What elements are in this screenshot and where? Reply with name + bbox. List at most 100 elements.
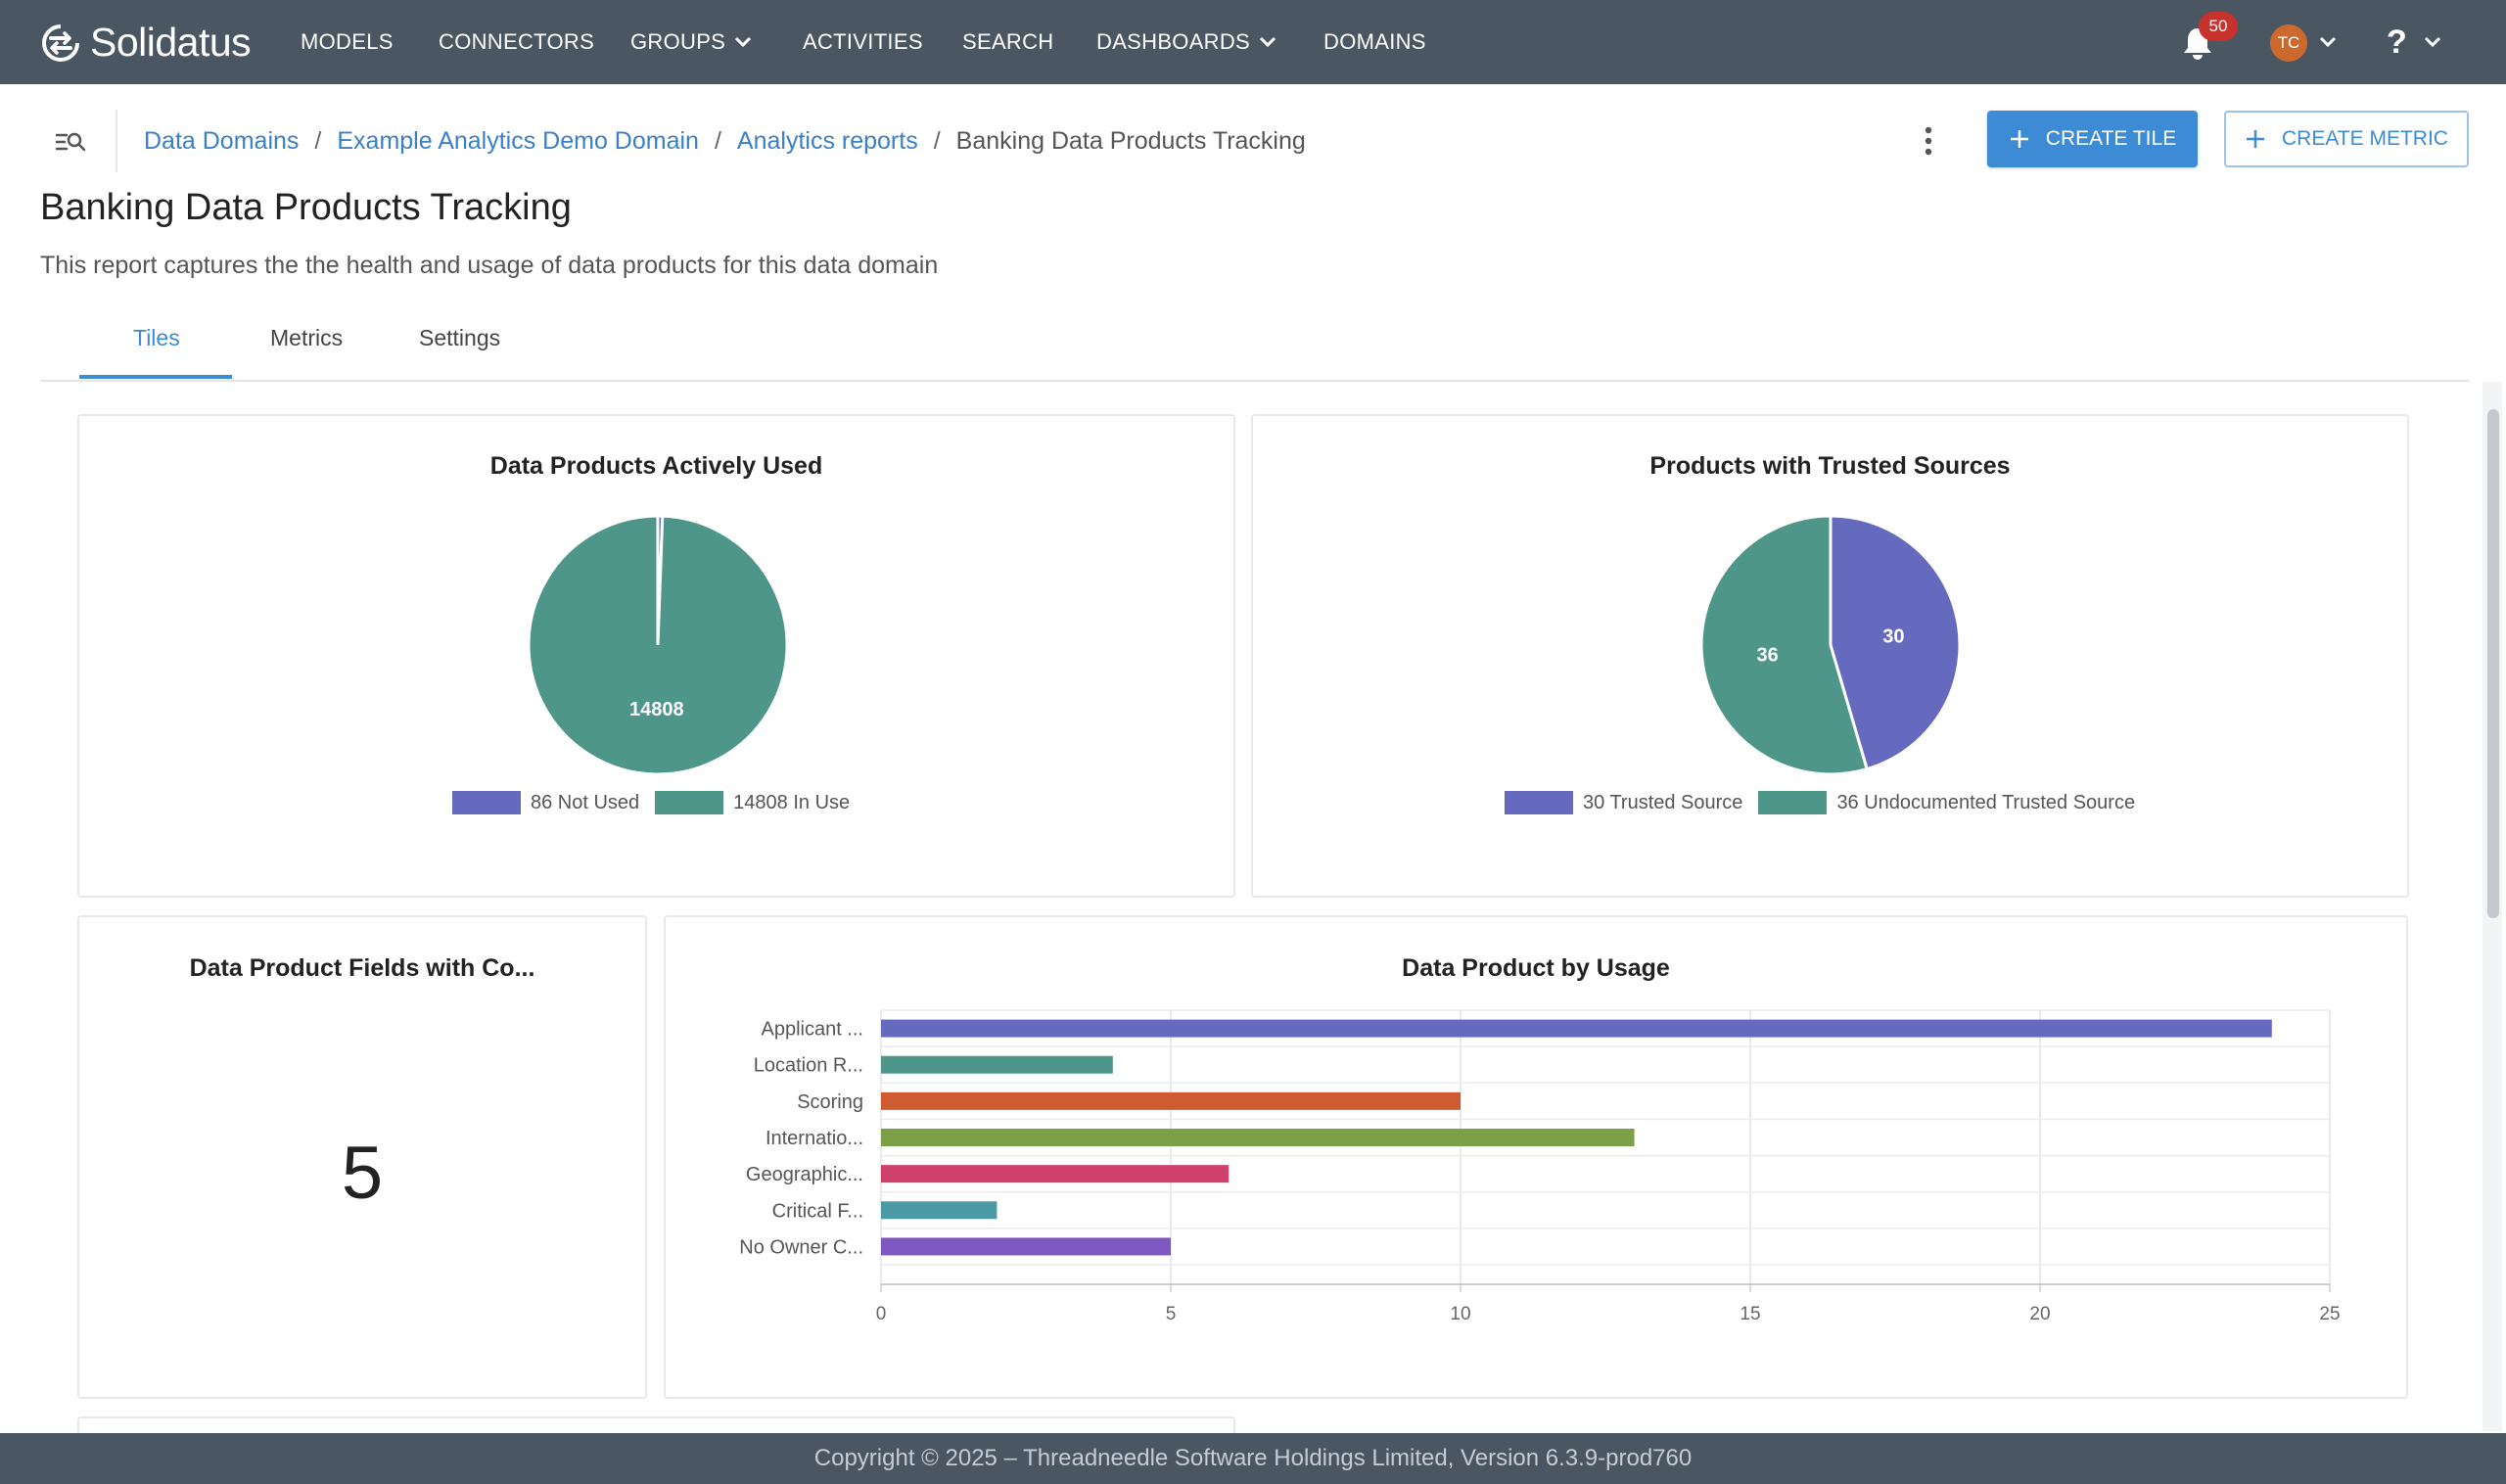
nav-label: CONNECTORS	[439, 29, 595, 54]
pie-slice-in-use[interactable]	[527, 514, 789, 776]
breadcrumb-data-domains[interactable]: Data Domains	[144, 127, 300, 155]
breadcrumb-domain[interactable]: Example Analytics Demo Domain	[337, 127, 699, 155]
breadcrumb-current: Banking Data Products Tracking	[955, 127, 1306, 155]
top-navigation-bar: Solidatus MODELS CONNECTORS GROUPS ACTIV…	[0, 0, 2506, 84]
tile-data-product-fields-metric[interactable]: Data Product Fields with Co... 5	[77, 915, 647, 1399]
legend-entry-undocumented-trusted-source[interactable]: 36 Undocumented Trusted Source	[1758, 791, 2135, 814]
pie-chart-trusted-sources: 30 36	[1699, 514, 1962, 776]
y-category-label: Geographic...	[746, 1164, 863, 1185]
legend-label: 36 Undocumented Trusted Source	[1836, 791, 2136, 813]
chevron-down-icon[interactable]	[2318, 35, 2338, 49]
pie-data-label: 30	[1882, 626, 1904, 648]
help-icon[interactable]: ?	[2387, 23, 2407, 61]
logo[interactable]: Solidatus	[39, 20, 252, 66]
metric-value: 5	[341, 1132, 384, 1215]
breadcrumb-separator: /	[714, 127, 721, 155]
tile-title: Data Product Fields with Co...	[189, 954, 535, 982]
pie-data-label: 36	[1757, 644, 1779, 666]
tab-metrics[interactable]: Metrics	[270, 325, 344, 350]
tab-bar: Tiles Metrics Settings	[40, 313, 2470, 382]
chart-legend: 30 Trusted Source 36 Undocumented Truste…	[1505, 791, 2151, 814]
solidatus-logo-icon	[42, 23, 79, 62]
nav-activities[interactable]: ACTIVITIES	[803, 29, 923, 55]
tile-title: Data Products Actively Used	[489, 452, 823, 480]
nav-label: DASHBOARDS	[1096, 29, 1251, 54]
footer: Copyright © 2025 – Threadneedle Software…	[0, 1433, 2506, 1484]
tile-title: Data Product by Usage	[1402, 954, 1670, 982]
bar-chart-data-product-usage: 0 5 10 15 20 25 Applicant ... Location R... Scor…	[739, 1009, 2341, 1324]
page-title: Banking Data Products Tracking	[40, 187, 572, 228]
app-name: Solidatus	[90, 20, 252, 65]
x-tick-label: 10	[1450, 1304, 1470, 1324]
chart-legend: 86 Not Used 14808 In Use	[452, 791, 865, 814]
nav-groups[interactable]: GROUPS	[630, 29, 753, 55]
x-tick-label: 5	[1166, 1304, 1177, 1324]
create-metric-label: CREATE METRIC	[2282, 127, 2448, 150]
y-category-label: Applicant ...	[761, 1019, 863, 1041]
legend-label: 86 Not Used	[531, 791, 640, 813]
nav-dashboards[interactable]: DASHBOARDS	[1096, 29, 1277, 55]
tile-title: Products with Trusted Sources	[1649, 452, 2011, 480]
create-metric-button[interactable]: CREATE METRIC	[2224, 111, 2469, 167]
nav-models[interactable]: MODELS	[301, 29, 394, 55]
search-menu-icon[interactable]	[55, 130, 86, 154]
tab-tiles[interactable]: Tiles	[133, 325, 180, 350]
breadcrumb-analytics-reports[interactable]: Analytics reports	[736, 127, 918, 155]
create-tile-label: CREATE TILE	[2045, 127, 2177, 150]
tile-data-product-by-usage[interactable]: Data Product by Usage 0 5 10 15 20 25 Applican…	[664, 915, 2408, 1399]
x-tick-label: 25	[2319, 1304, 2340, 1324]
plus-icon	[2010, 130, 2028, 148]
y-category-label: Critical F...	[772, 1200, 863, 1222]
nav-domains[interactable]: DOMAINS	[1323, 29, 1426, 55]
y-category-label: No Owner C...	[739, 1236, 863, 1258]
nav-label: ACTIVITIES	[803, 29, 923, 54]
legend-entry-trusted-source[interactable]: 30 Trusted Source	[1505, 791, 1742, 814]
x-tick-label: 15	[1740, 1304, 1760, 1324]
chevron-down-icon	[1259, 36, 1276, 48]
x-tick-label: 0	[876, 1304, 887, 1324]
page-description: This report captures the the health and …	[40, 252, 939, 279]
chevron-down-icon[interactable]	[2423, 35, 2442, 49]
legend-swatch	[1758, 791, 1828, 814]
tile-products-with-trusted-sources[interactable]: Products with Trusted Sources 30 36 30 Tr…	[1251, 414, 2409, 898]
legend-swatch	[1505, 791, 1573, 814]
plus-icon	[2247, 130, 2265, 148]
nav-label: MODELS	[301, 29, 394, 54]
bar[interactable]	[881, 1055, 1113, 1074]
nav-label: GROUPS	[630, 29, 726, 54]
x-tick-label: 20	[2029, 1304, 2050, 1324]
chevron-down-icon	[735, 36, 752, 48]
pie-chart-actively-used: 8614808	[527, 514, 789, 776]
legend-entry-not-used[interactable]: 86 Not Used	[452, 791, 639, 814]
pie-slice-trusted-source[interactable]	[1829, 514, 1962, 771]
nav-label: DOMAINS	[1323, 29, 1426, 54]
divider	[116, 110, 117, 172]
bar[interactable]	[881, 1091, 1461, 1110]
bar[interactable]	[881, 1201, 998, 1220]
breadcrumb-separator: /	[933, 127, 941, 155]
bar[interactable]	[881, 1129, 1635, 1146]
create-tile-button[interactable]: CREATE TILE	[1987, 111, 2198, 167]
legend-entry-in-use[interactable]: 14808 In Use	[655, 791, 850, 814]
pie-slice-undocumented-trusted-source[interactable]	[1699, 514, 1870, 776]
user-avatar[interactable]: TC	[2270, 24, 2307, 62]
notification-count-badge: 50	[2199, 12, 2238, 41]
legend-swatch	[452, 791, 521, 814]
breadcrumb-separator: /	[314, 127, 322, 155]
nav-label: SEARCH	[962, 29, 1054, 54]
tab-settings[interactable]: Settings	[419, 325, 501, 350]
y-category-label: Location R...	[754, 1055, 863, 1077]
y-category-label: Scoring	[797, 1091, 863, 1113]
y-category-label: Internatio...	[766, 1128, 863, 1149]
legend-label: 14808 In Use	[733, 791, 851, 813]
active-tab-indicator	[79, 375, 232, 379]
nav-search[interactable]: SEARCH	[962, 29, 1054, 55]
bar[interactable]	[881, 1237, 1171, 1256]
bar[interactable]	[881, 1019, 2272, 1038]
scrollbar-thumb[interactable]	[2487, 409, 2499, 918]
tile-data-products-actively-used[interactable]: Data Products Actively Used 8614808 86 N…	[77, 414, 1235, 898]
bar[interactable]	[881, 1165, 1230, 1183]
nav-connectors[interactable]: CONNECTORS	[439, 29, 594, 55]
legend-swatch	[655, 791, 724, 814]
more-options-icon[interactable]	[1919, 125, 1938, 157]
